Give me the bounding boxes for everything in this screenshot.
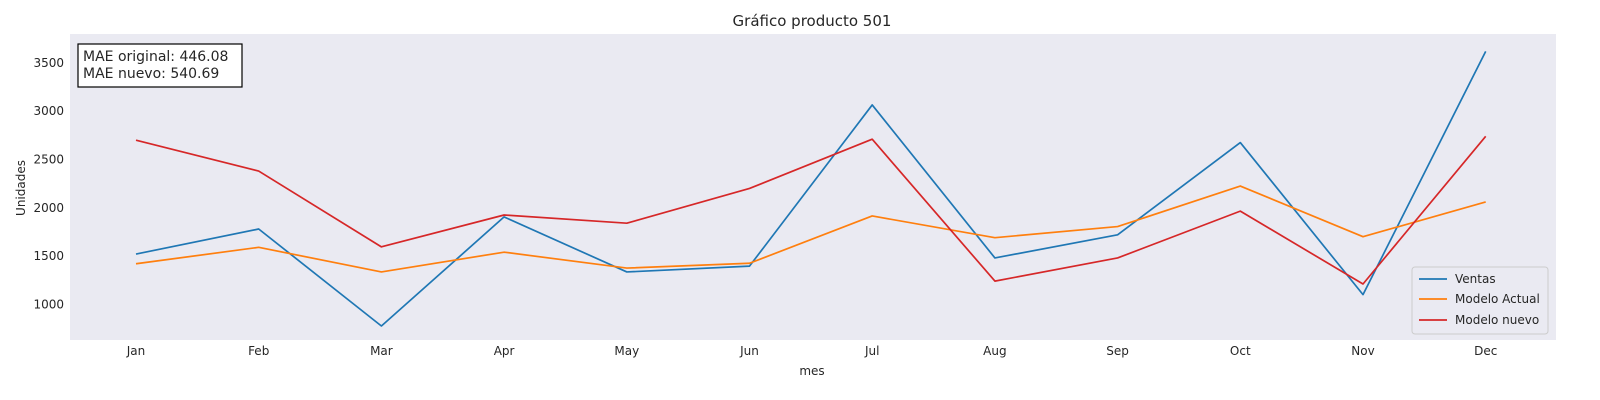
x-tick-label-may: May xyxy=(614,344,639,358)
plot-background xyxy=(70,34,1556,340)
series-line-modelo-nuevo xyxy=(135,135,1487,285)
chart-title: Gráfico producto 501 xyxy=(733,12,892,30)
legend: Ventas Modelo Actual Modelo nuevo xyxy=(1411,266,1549,335)
x-tick-label-apr: Apr xyxy=(494,344,515,358)
x-tick-label-oct: Oct xyxy=(1230,344,1251,358)
x-axis-label: mes xyxy=(799,364,824,378)
x-tick-label-nov: Nov xyxy=(1351,344,1374,358)
x-tick-labels: Jan Feb Mar Apr May Jun Jul Aug Sep Oct Nov Dec xyxy=(126,344,1498,358)
y-axis-label: Unidades xyxy=(14,160,28,216)
y-tick-label-3500: 3500 xyxy=(33,56,64,70)
y-tick-labels: 1000 1500 2000 2500 3000 3500 xyxy=(33,56,64,311)
y-tick-label-2000: 2000 xyxy=(33,201,64,215)
legend-label-modelo-actual: Modelo Actual xyxy=(1455,292,1540,306)
x-tick-label-jul: Jul xyxy=(864,344,879,358)
series-line-ventas xyxy=(135,50,1487,327)
y-tick-label-3000: 3000 xyxy=(33,104,64,118)
legend-label-ventas: Ventas xyxy=(1455,272,1496,286)
annotation-frame xyxy=(77,43,243,88)
x-tick-label-dec: Dec xyxy=(1474,344,1497,358)
annotation-line-mae-nuevo: MAE nuevo: 540.69 xyxy=(83,66,219,82)
y-tick-label-1000: 1000 xyxy=(33,297,64,311)
series-lines xyxy=(135,50,1487,327)
y-tick-label-1500: 1500 xyxy=(33,249,64,263)
annotation-line-mae-original: MAE original: 446.08 xyxy=(83,49,228,65)
x-tick-label-aug: Aug xyxy=(983,344,1006,358)
x-tick-label-feb: Feb xyxy=(248,344,269,358)
x-tick-label-mar: Mar xyxy=(370,344,393,358)
legend-label-modelo-nuevo: Modelo nuevo xyxy=(1455,313,1539,327)
x-tick-label-sep: Sep xyxy=(1106,344,1129,358)
x-tick-label-jan: Jan xyxy=(126,344,146,358)
y-tick-label-2500: 2500 xyxy=(33,152,64,166)
annotation-box: MAE original: 446.08 MAE nuevo: 540.69 xyxy=(77,43,243,88)
x-tick-label-jun: Jun xyxy=(739,344,759,358)
series-line-modelo-actual xyxy=(135,185,1486,273)
legend-frame xyxy=(1411,266,1549,335)
